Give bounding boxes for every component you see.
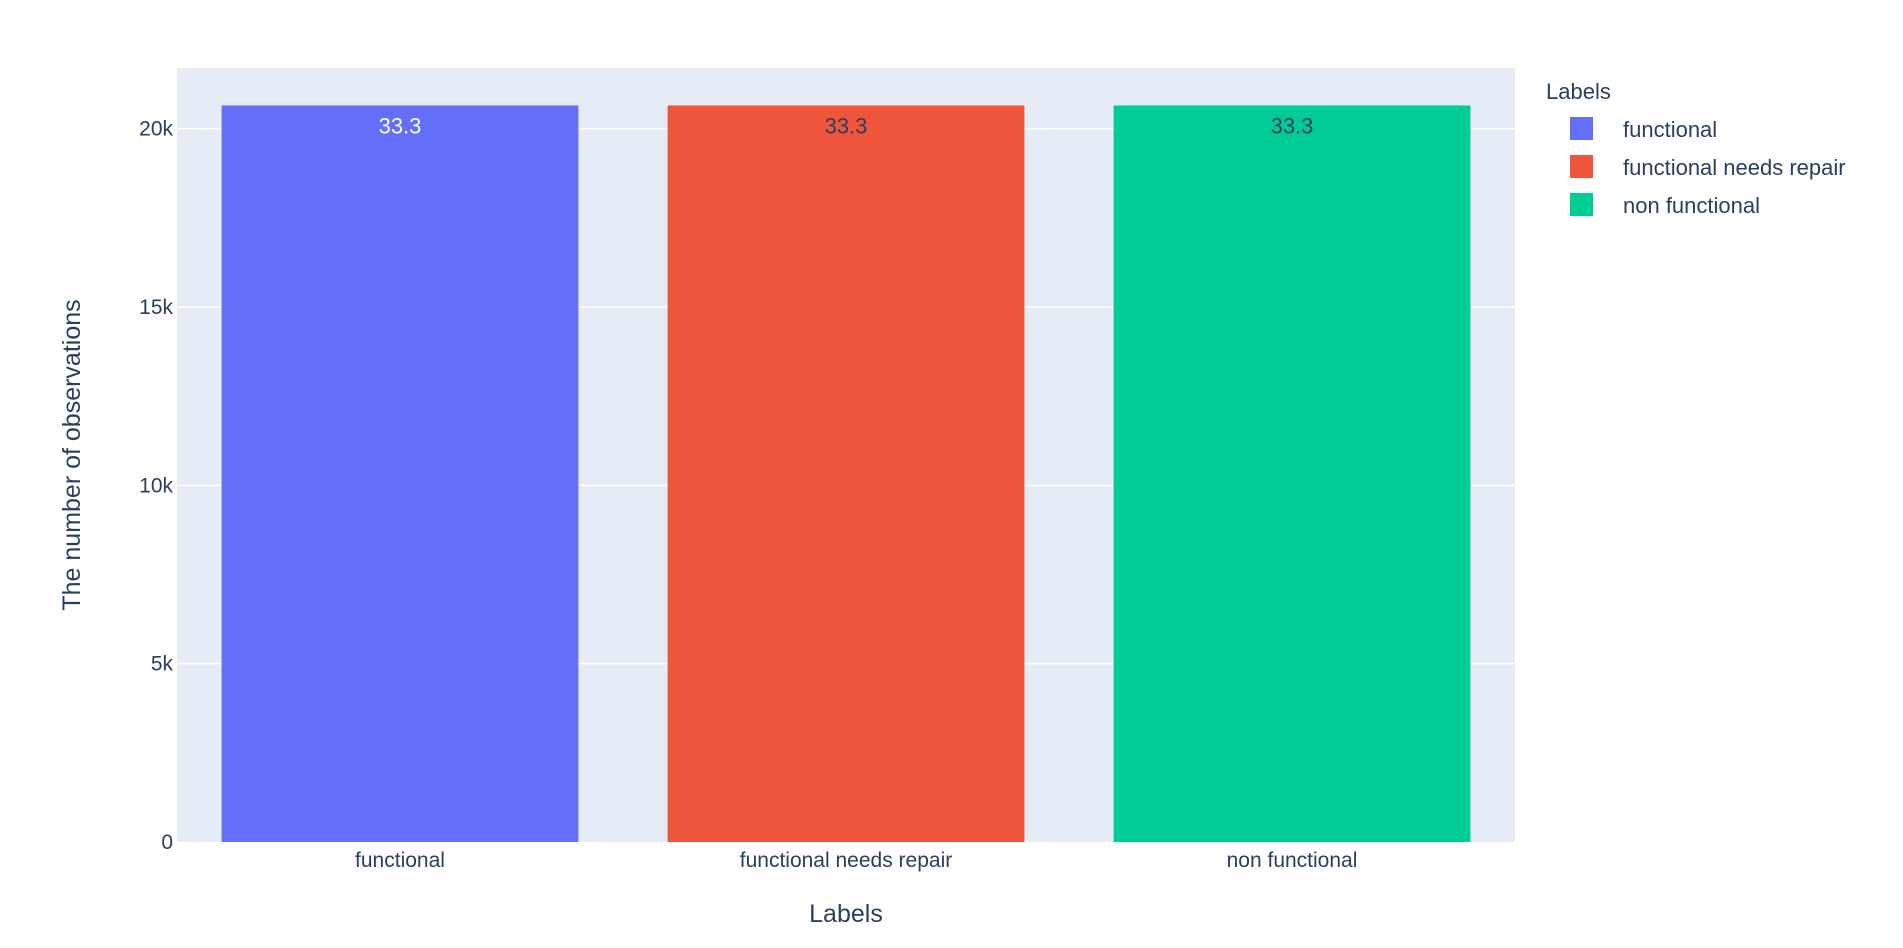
y-tick-label: 10k bbox=[139, 474, 173, 497]
y-tick-label: 20k bbox=[139, 118, 173, 141]
legend[interactable]: Labels functional functional needs repair… bbox=[1546, 79, 1846, 218]
x-tick-label: non functional bbox=[1227, 849, 1358, 872]
legend-title: Labels bbox=[1546, 79, 1611, 104]
bar-value-label: 33.3 bbox=[825, 113, 868, 138]
y-tick-label: 0 bbox=[161, 831, 173, 854]
bar-value-label: 33.3 bbox=[1271, 113, 1314, 138]
x-axis-ticks: functional functional needs repair non fun… bbox=[355, 849, 1357, 872]
bar[interactable] bbox=[1113, 105, 1471, 843]
legend-item-label[interactable]: non functional bbox=[1623, 193, 1760, 218]
bar[interactable] bbox=[221, 105, 579, 843]
x-tick-label: functional bbox=[355, 849, 445, 872]
y-tick-label: 15k bbox=[139, 296, 173, 319]
x-tick-label: functional needs repair bbox=[740, 849, 952, 872]
x-axis-title: Labels bbox=[809, 900, 883, 928]
legend-swatch bbox=[1570, 155, 1593, 178]
bar[interactable] bbox=[667, 105, 1025, 843]
legend-item-label[interactable]: functional needs repair bbox=[1623, 155, 1846, 180]
bars bbox=[221, 105, 1471, 843]
y-axis-ticks: 0 5k 10k 15k 20k bbox=[139, 118, 173, 854]
y-tick-label: 5k bbox=[151, 653, 174, 676]
y-axis-title: The number of observations bbox=[58, 299, 86, 610]
legend-swatch bbox=[1570, 117, 1593, 140]
bar-value-label: 33.3 bbox=[379, 113, 422, 138]
legend-swatch bbox=[1570, 193, 1593, 216]
bar-labels: 33.3 33.3 33.3 bbox=[379, 113, 1314, 138]
legend-item-label[interactable]: functional bbox=[1623, 117, 1717, 142]
